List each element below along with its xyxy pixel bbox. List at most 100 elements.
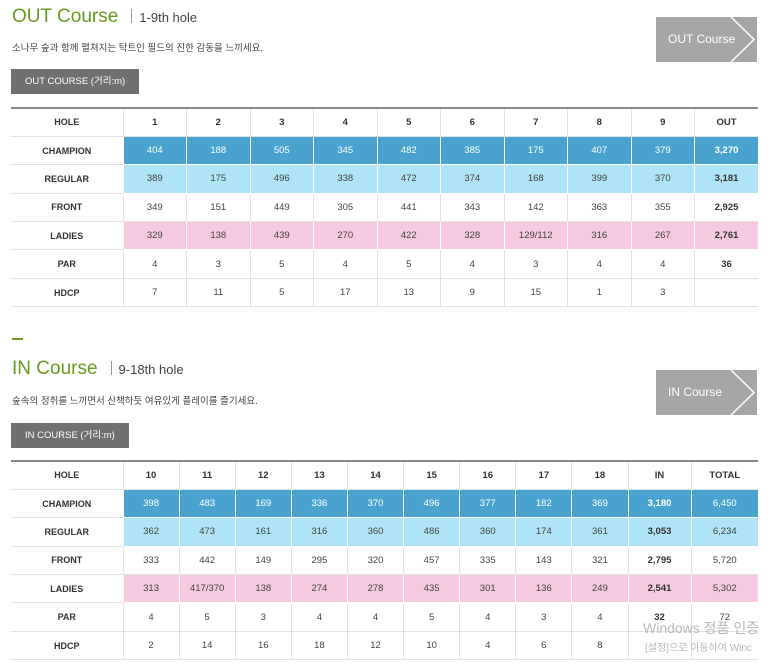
row-label-cell: FRONT [11, 193, 123, 223]
table-cell: 3 [630, 278, 695, 308]
table-cell: 2,795 [627, 546, 691, 576]
in-course-title: IN Course [12, 358, 98, 379]
table-cell: 142 [503, 193, 568, 223]
in-course-button-label: IN Course [668, 385, 723, 399]
table-cell: 274 [290, 574, 348, 604]
table-cell: 13 [376, 278, 441, 308]
out-scorecard-table: HOLE 1 2 3 4 5 6 7 8 9 OUT CHAMPION 404 188 505 345 482 3… [11, 106, 758, 308]
table-cell: 136 [515, 574, 572, 604]
in-table-body: HOLE 10 11 12 13 14 15 16 17 18 IN TOTAL CHAMPION 398… [11, 459, 758, 661]
table-cell: 5 [403, 602, 460, 632]
table-cell: 188 [186, 136, 250, 166]
table-cell: 360 [459, 517, 516, 547]
table-header-row: HOLE 10 11 12 13 14 15 16 17 18 IN TOTAL [11, 459, 758, 490]
table-cell: 72 [690, 602, 758, 632]
table-cell: 16 [234, 631, 292, 661]
table-cell: 7 [122, 278, 187, 308]
table-cell: 483 [178, 489, 236, 519]
table-row: LADIES 313 417/370 138 274 278 435 301 136 249 2,5… [11, 574, 758, 604]
table-row: CHAMPION 398 483 169 336 370 496 377 182 369 3,180… [11, 489, 758, 519]
row-label-cell: PAR [11, 249, 123, 279]
table-cell: 3,270 [694, 136, 758, 166]
table-cell: 149 [234, 546, 292, 576]
table-cell: 36 [694, 249, 758, 279]
table-cell [690, 631, 758, 661]
out-course-description: 소나무 숲과 함께 펼쳐지는 탁트인 필드의 진한 감동을 느끼세요. [12, 43, 263, 54]
in-title-row: IN Course 9-18th hole [12, 358, 184, 386]
table-cell: 399 [567, 164, 631, 194]
table-row: HDCP 2 14 16 18 12 10 4 6 8 [11, 631, 758, 661]
table-cell: 175 [503, 136, 568, 166]
table-cell: 385 [440, 136, 504, 166]
table-cell: 4 [440, 249, 504, 279]
table-row: FRONT 333 442 149 295 320 457 335 143 321 2,795 5,7… [11, 546, 758, 576]
table-cell: 8 [571, 631, 628, 661]
table-cell: 345 [313, 136, 377, 166]
table-cell: 2,761 [694, 221, 758, 251]
table-cell: 9 [440, 278, 504, 308]
out-course-title: OUT Course [12, 6, 119, 27]
table-cell: 6 [515, 631, 572, 661]
table-cell: 329 [122, 221, 187, 251]
out-table-tag: OUT COURSE (거리:m) [11, 69, 140, 94]
table-cell: 175 [186, 164, 250, 194]
row-label-cell: HDCP [11, 278, 123, 308]
table-cell: 369 [571, 489, 628, 519]
table-cell: 143 [515, 546, 572, 576]
out-course-button[interactable]: OUT Course [656, 17, 757, 62]
table-cell: 5,302 [690, 574, 758, 604]
table-cell: 349 [122, 193, 187, 223]
table-cell: 3,181 [694, 164, 758, 194]
table-cell: 449 [249, 193, 314, 223]
table-row: PAR 4 5 3 4 4 5 4 3 4 32 72 [11, 602, 758, 632]
table-cell: 482 [376, 136, 441, 166]
table-cell: 389 [122, 164, 187, 194]
table-cell [694, 278, 758, 308]
table-cell: 407 [567, 136, 631, 166]
title-divider [131, 9, 133, 23]
table-cell: 17 [313, 278, 377, 308]
table-cell: 10 [403, 631, 460, 661]
chevron-right-icon [730, 370, 756, 415]
in-course-description: 숲속의 정취를 느끼면서 산책하듯 여유있게 플레이를 즐기세요. [12, 396, 258, 407]
table-row: PAR 4 3 5 4 5 4 3 4 4 36 [11, 249, 758, 279]
table-cell: 5 [376, 249, 441, 279]
header-cell: 11 [178, 459, 236, 490]
header-cell: 16 [459, 459, 516, 490]
header-cell: 1 [122, 106, 187, 137]
header-cell: TOTAL [690, 459, 758, 490]
table-cell: 442 [178, 546, 236, 576]
table-cell: 278 [346, 574, 404, 604]
in-course-subtitle: 9-18th hole [118, 362, 184, 377]
table-row: FRONT 349 151 449 305 441 343 142 363 355 2,925 [11, 193, 758, 223]
table-cell: 486 [403, 517, 460, 547]
table-cell: 129/112 [503, 221, 568, 251]
table-cell: 4 [313, 249, 377, 279]
table-cell: 3 [503, 249, 568, 279]
table-cell: 338 [313, 164, 377, 194]
table-cell: 328 [440, 221, 504, 251]
table-cell: 4 [571, 602, 628, 632]
table-cell: 361 [571, 517, 628, 547]
table-cell: 439 [249, 221, 314, 251]
table-cell: 168 [503, 164, 568, 194]
table-cell: 316 [290, 517, 348, 547]
table-cell: 4 [290, 602, 348, 632]
table-cell: 3,053 [627, 517, 691, 547]
in-course-button[interactable]: IN Course [656, 370, 757, 415]
table-cell: 379 [630, 136, 695, 166]
row-label-cell: REGULAR [11, 164, 123, 194]
table-cell: 362 [122, 517, 180, 547]
table-cell: 417/370 [178, 574, 236, 604]
table-row: LADIES 329 138 439 270 422 328 129/112 316 267 2,7… [11, 221, 758, 251]
table-cell: 6,450 [690, 489, 758, 519]
table-cell: 374 [440, 164, 504, 194]
header-cell: 8 [567, 106, 631, 137]
table-cell: 313 [122, 574, 180, 604]
header-cell: 13 [290, 459, 348, 490]
table-row: HDCP 7 11 5 17 13 9 15 1 3 [11, 278, 758, 308]
table-cell: 301 [459, 574, 516, 604]
header-cell: 14 [346, 459, 404, 490]
table-cell: 363 [567, 193, 631, 223]
table-row: REGULAR 389 175 496 338 472 374 168 399 370 3,181 [11, 164, 758, 194]
